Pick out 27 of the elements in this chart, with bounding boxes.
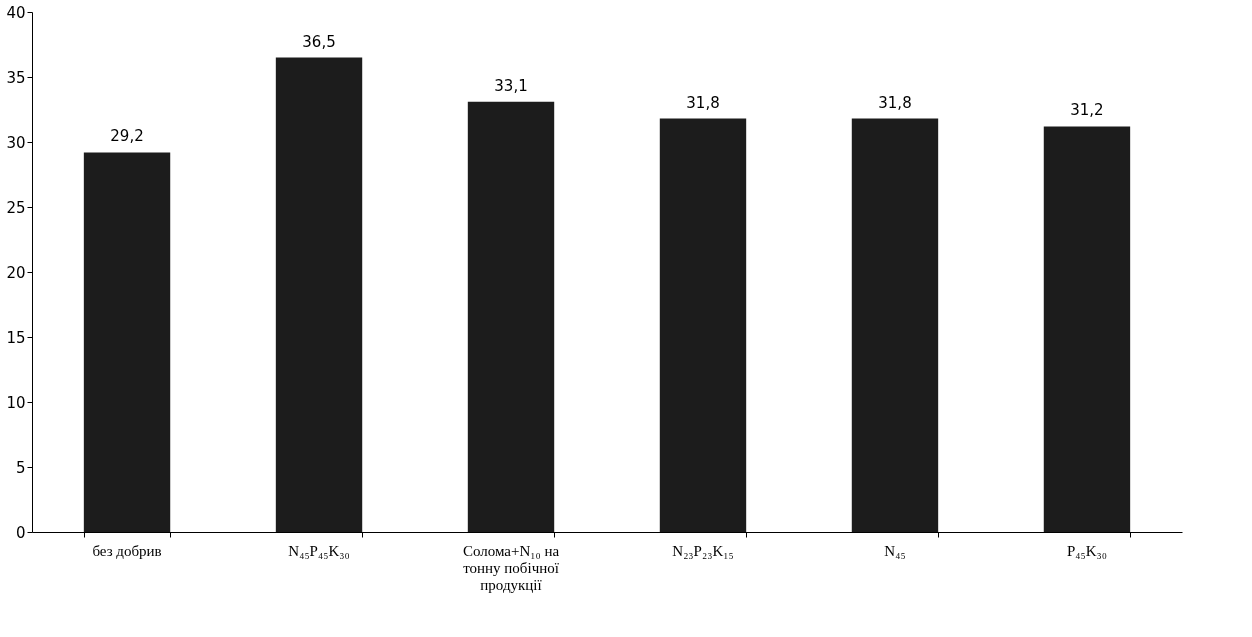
- data-label: 31,8: [878, 93, 912, 112]
- bar: [467, 101, 555, 532]
- data-label: 31,2: [1070, 101, 1104, 120]
- y-tick-label: 25: [6, 198, 26, 217]
- data-label: 29,2: [110, 127, 144, 146]
- y-tick-label: 30: [6, 133, 26, 152]
- y-tick-label: 5: [15, 458, 26, 477]
- x-tick-label: N₄₅P₄₅K₃₀: [288, 543, 350, 559]
- bar: [83, 152, 171, 532]
- x-tick-label: N₄₅: [884, 543, 906, 559]
- y-tick-label: 15: [6, 328, 26, 347]
- bar: [659, 118, 747, 532]
- data-label: 31,8: [686, 93, 720, 112]
- y-tick-label: 35: [6, 68, 26, 87]
- x-tick-label: Солома+N₁₀ на тонну побічної продукції: [462, 543, 560, 593]
- x-tick-label: P₄₅K₃₀: [1066, 543, 1108, 559]
- data-label: 33,1: [494, 76, 528, 95]
- y-tick-label: 0: [15, 523, 26, 542]
- bar: [1043, 126, 1131, 532]
- bar: [275, 57, 363, 532]
- y-tick-label: 20: [6, 263, 26, 282]
- x-tick-label: N₂₃P₂₃K₁₅: [672, 543, 734, 559]
- bar: [851, 118, 939, 532]
- x-tick-label: без добрив: [92, 543, 162, 559]
- y-tick-label: 10: [6, 393, 26, 412]
- data-label: 36,5: [302, 32, 336, 51]
- y-tick-label: 40: [6, 3, 26, 22]
